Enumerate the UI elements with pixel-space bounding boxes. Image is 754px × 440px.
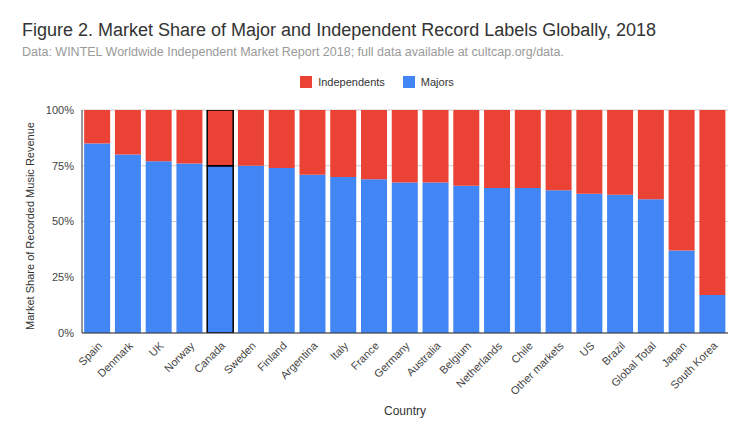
svg-text:Spain: Spain bbox=[76, 339, 104, 367]
svg-text:0%: 0% bbox=[58, 327, 74, 339]
svg-text:Denmark: Denmark bbox=[95, 339, 135, 379]
html-text:Majors: Majors bbox=[420, 76, 454, 88]
svg-text:Finland: Finland bbox=[254, 339, 289, 374]
svg-text:75%: 75% bbox=[52, 160, 74, 172]
svg-text:Belgium: Belgium bbox=[436, 339, 474, 376]
html-text:Data: WINTEL Worldwide Indepen: Data: WINTEL Worldwide Independent Marke… bbox=[22, 45, 564, 59]
svg-text:Other markets: Other markets bbox=[508, 339, 566, 397]
svg-text:25%: 25% bbox=[52, 271, 74, 283]
svg-text:UK: UK bbox=[147, 339, 167, 359]
svg-text:Canada: Canada bbox=[191, 339, 228, 376]
svg-text:US: US bbox=[577, 339, 596, 358]
svg-text:France: France bbox=[348, 339, 382, 373]
html-text:Country: Country bbox=[384, 404, 426, 418]
svg-text:South Korea: South Korea bbox=[668, 339, 720, 391]
svg-text:100%: 100% bbox=[46, 104, 74, 116]
html-text:Figure 2. Market Share of Majo: Figure 2. Market Share of Major and Inde… bbox=[22, 20, 656, 40]
svg-text:Italy: Italy bbox=[328, 339, 351, 362]
svg-text:Germany: Germany bbox=[371, 339, 412, 380]
svg-text:Netherlands: Netherlands bbox=[454, 339, 505, 390]
svg-text:Norway: Norway bbox=[162, 339, 197, 374]
html-text:Market Share of Recorded Music: Market Share of Recorded Music Revenue bbox=[24, 122, 36, 330]
svg-text:Chile: Chile bbox=[509, 339, 535, 365]
svg-text:Brazil: Brazil bbox=[599, 339, 627, 367]
svg-text:Global Total: Global Total bbox=[609, 339, 658, 388]
html-text:Independents: Independents bbox=[318, 76, 385, 88]
svg-text:Australia: Australia bbox=[404, 339, 443, 378]
svg-text:Sweden: Sweden bbox=[222, 339, 259, 376]
svg-text:50%: 50% bbox=[52, 215, 74, 227]
svg-text:Japan: Japan bbox=[659, 339, 689, 369]
svg-text:Argentina: Argentina bbox=[278, 339, 320, 381]
